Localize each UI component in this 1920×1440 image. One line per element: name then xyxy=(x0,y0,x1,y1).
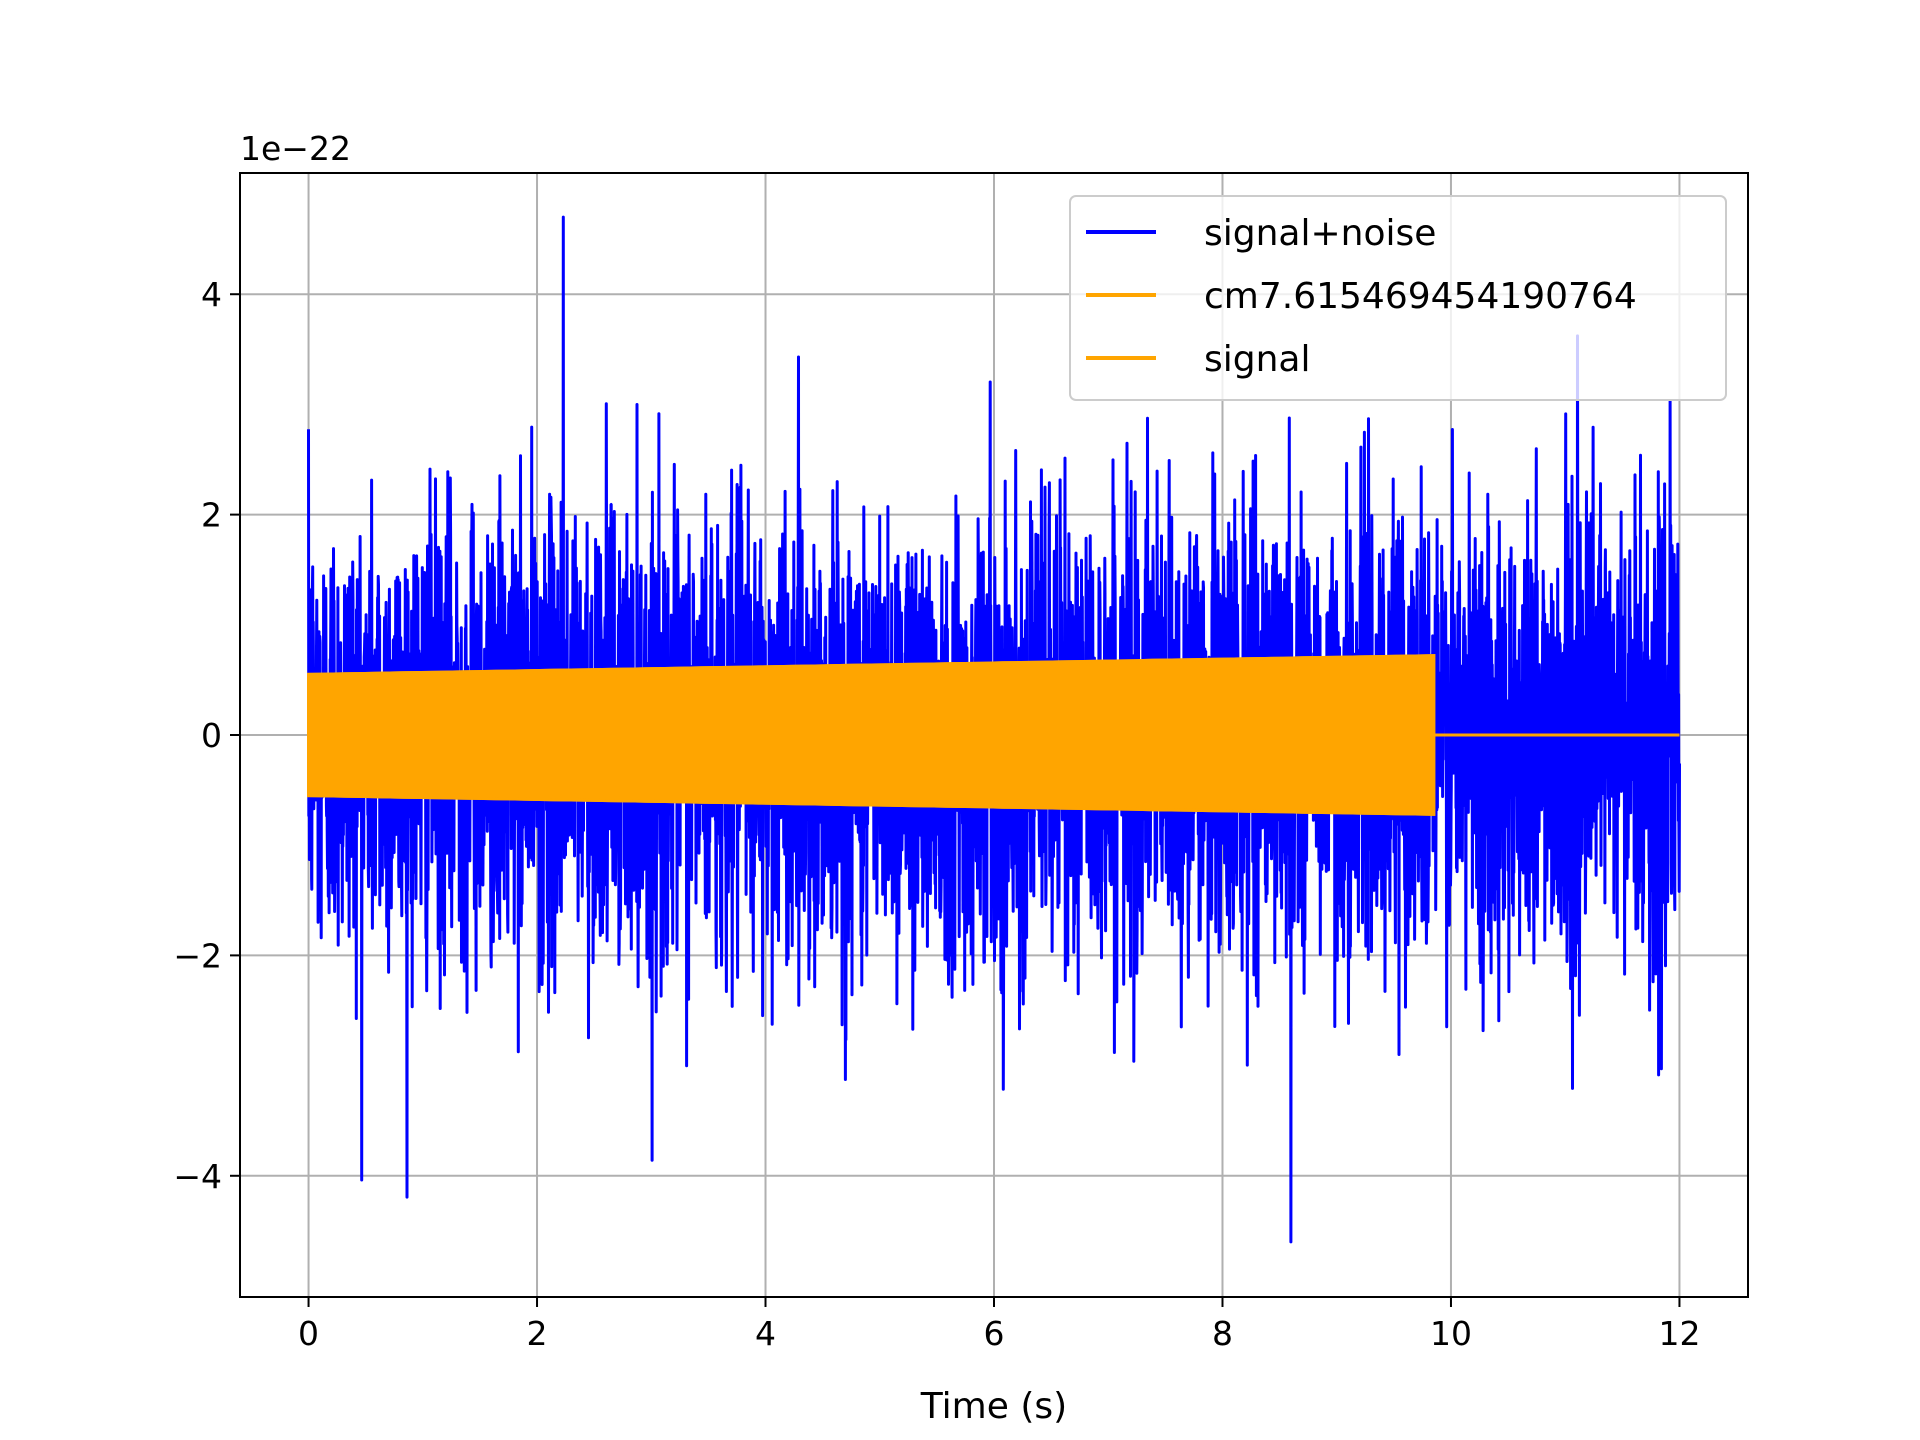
y-tick-label: −2 xyxy=(173,936,222,975)
x-tick-label: 8 xyxy=(1212,1314,1233,1353)
legend-label: cm7.615469454190764 xyxy=(1204,276,1637,317)
x-tick-label: 12 xyxy=(1658,1314,1700,1353)
y-tick-label: 2 xyxy=(201,496,222,535)
x-tick-label: 6 xyxy=(984,1314,1005,1353)
y-offset-text: 1e−22 xyxy=(240,129,351,168)
x-tick-label: 0 xyxy=(298,1314,319,1353)
y-tick-label: 4 xyxy=(201,275,222,314)
y-tick-label: 0 xyxy=(201,716,222,755)
legend: signal+noise cm7.615469454190764 signal xyxy=(1069,195,1727,401)
series-signal-line-band xyxy=(307,654,1436,816)
x-tick-label: 2 xyxy=(527,1314,548,1353)
legend-box xyxy=(1069,195,1727,401)
y-tick-label: −4 xyxy=(173,1157,222,1196)
x-axis-label: Time (s) xyxy=(920,1386,1067,1427)
x-tick-label: 4 xyxy=(755,1314,776,1353)
series-layer xyxy=(307,215,1681,1244)
axis-ticks: 0 2 4 6 8 10 12 −4 −2 0 2 4 xyxy=(173,275,1700,1353)
x-tick-label: 10 xyxy=(1430,1314,1472,1353)
legend-label: signal xyxy=(1204,339,1311,380)
legend-label: signal+noise xyxy=(1204,213,1436,254)
